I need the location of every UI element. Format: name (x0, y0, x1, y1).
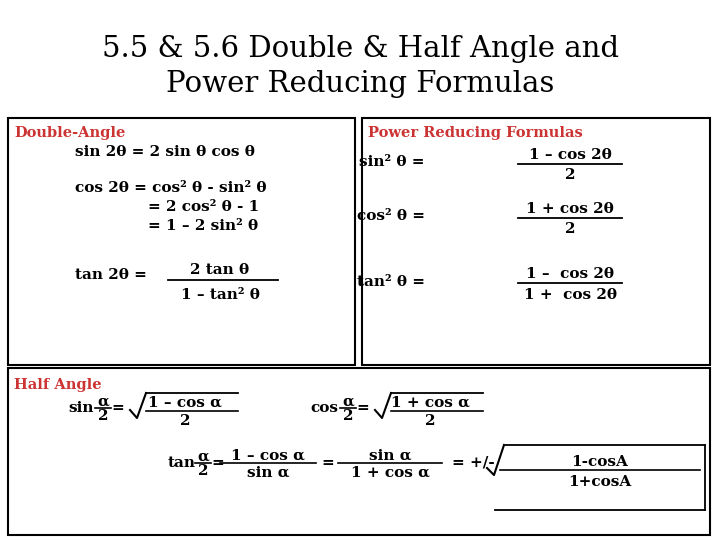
Text: sin² θ =: sin² θ = (359, 155, 430, 169)
Text: 1 + cos 2θ: 1 + cos 2θ (526, 202, 614, 216)
Text: 1 – cos α: 1 – cos α (231, 449, 305, 463)
Text: 1+cosA: 1+cosA (568, 475, 631, 489)
Text: 2: 2 (425, 414, 436, 428)
Text: α: α (197, 450, 209, 464)
Text: 2: 2 (564, 168, 575, 182)
Text: sin: sin (68, 401, 94, 415)
Text: 1 +  cos 2θ: 1 + cos 2θ (523, 288, 616, 302)
Text: 1 + cos α: 1 + cos α (351, 466, 429, 480)
FancyBboxPatch shape (8, 118, 355, 365)
Text: Power Reducing Formulas: Power Reducing Formulas (368, 126, 582, 140)
Text: 1 + cos α: 1 + cos α (390, 396, 469, 410)
Text: sin α: sin α (247, 466, 289, 480)
Text: 2 tan θ: 2 tan θ (190, 263, 250, 277)
Text: tan: tan (168, 456, 196, 470)
Text: cos 2θ = cos² θ - sin² θ: cos 2θ = cos² θ - sin² θ (75, 181, 266, 195)
FancyBboxPatch shape (362, 118, 710, 365)
Text: = 1 – 2 sin² θ: = 1 – 2 sin² θ (148, 219, 258, 233)
Text: 2: 2 (564, 222, 575, 236)
Text: 1 – cos 2θ: 1 – cos 2θ (528, 148, 611, 162)
Text: = +/-: = +/- (452, 456, 495, 470)
Text: sin α: sin α (369, 449, 411, 463)
Text: 2: 2 (98, 409, 108, 423)
Text: α: α (97, 395, 109, 409)
Text: sin 2θ = 2 sin θ cos θ: sin 2θ = 2 sin θ cos θ (75, 145, 255, 159)
Text: 5.5 & 5.6 Double & Half Angle and: 5.5 & 5.6 Double & Half Angle and (102, 35, 618, 63)
Text: α: α (342, 395, 354, 409)
Text: =: = (356, 401, 369, 415)
Text: Half Angle: Half Angle (14, 378, 102, 392)
Text: 2: 2 (343, 409, 354, 423)
Text: =: = (212, 456, 225, 470)
Text: 1 –  cos 2θ: 1 – cos 2θ (526, 267, 614, 281)
Text: =: = (322, 456, 334, 470)
Text: Power Reducing Formulas: Power Reducing Formulas (166, 70, 554, 98)
Text: = 2 cos² θ - 1: = 2 cos² θ - 1 (148, 200, 259, 214)
FancyBboxPatch shape (8, 368, 710, 535)
Text: 1 – tan² θ: 1 – tan² θ (181, 288, 259, 302)
Text: 2: 2 (198, 464, 208, 478)
Text: 1 – cos α: 1 – cos α (148, 396, 222, 410)
Text: 2: 2 (180, 414, 190, 428)
Text: cos² θ =: cos² θ = (356, 209, 430, 223)
Text: =: = (112, 401, 125, 415)
Text: tan 2θ =: tan 2θ = (75, 268, 152, 282)
Text: 1-cosA: 1-cosA (572, 455, 629, 469)
Text: Double-Angle: Double-Angle (14, 126, 125, 140)
Text: cos: cos (310, 401, 338, 415)
Text: tan² θ =: tan² θ = (356, 275, 430, 289)
